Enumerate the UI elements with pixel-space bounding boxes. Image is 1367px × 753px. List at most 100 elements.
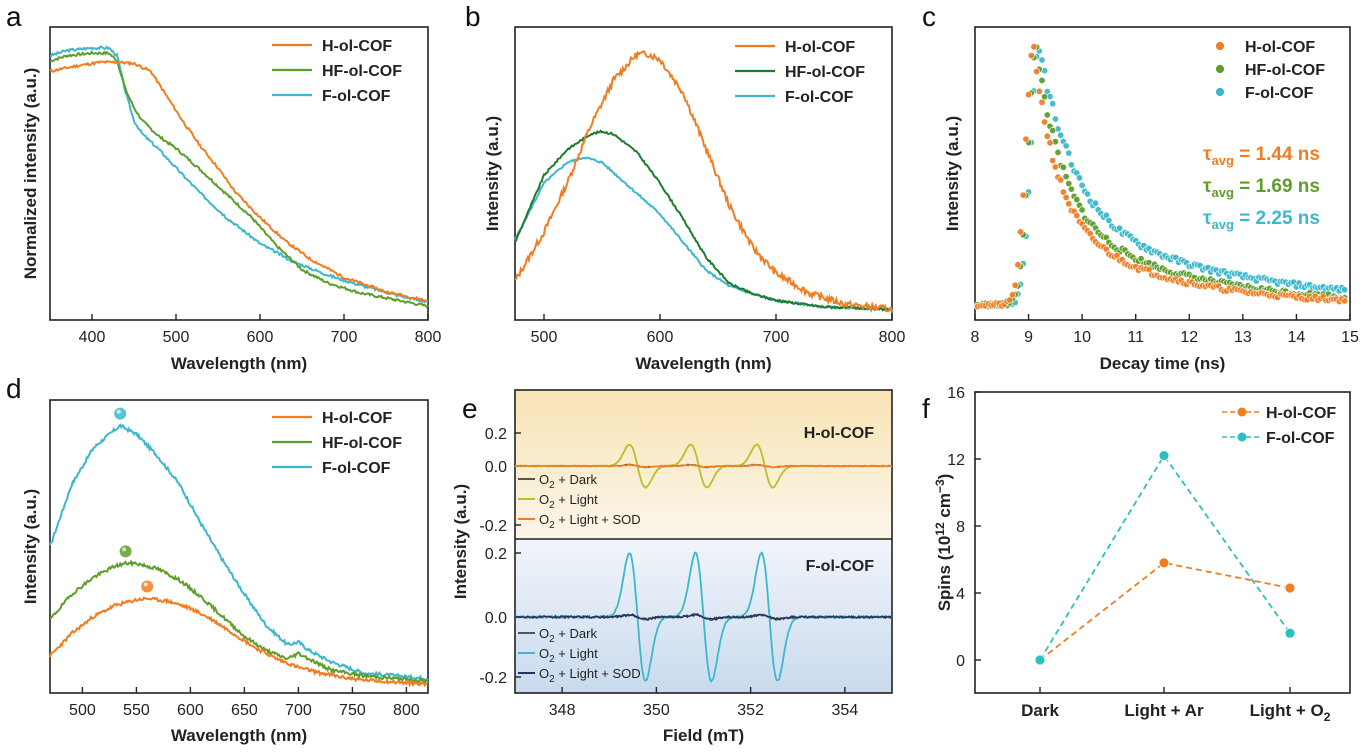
y-axis-title: Intensity (a.u.)	[483, 116, 502, 231]
legend-label: H-ol-COF	[1266, 405, 1336, 422]
category-label: Dark	[1021, 701, 1059, 720]
y-tick-label: 4	[956, 586, 965, 603]
panel-d: d 500 550 600 650 700 750 800 Wavelength (nm) Int…	[6, 373, 429, 745]
x-axis-title: Wavelength (nm)	[635, 354, 771, 373]
legend-marker	[1215, 64, 1225, 74]
data-point	[1014, 261, 1022, 269]
y-axis-title: Intensity (a.u.)	[21, 489, 40, 604]
series-line	[514, 129, 893, 312]
peak-marker	[113, 406, 128, 421]
y-axis-title: Intensity (a.u.)	[943, 116, 962, 231]
x-tick-label: 9	[1024, 329, 1033, 346]
legend-marker	[1237, 407, 1247, 417]
y-axis-title: Spins (1012 cm−3)	[933, 474, 954, 612]
legend-label: O2 + Light + SOD	[539, 512, 641, 531]
data-point	[1073, 196, 1081, 204]
x-tick-label: 500	[163, 329, 190, 346]
peak-marker-highlight	[116, 409, 121, 414]
x-axis-title: Decay time (ns)	[1100, 354, 1226, 373]
x-tick-label: 13	[1234, 329, 1252, 346]
data-point	[1084, 190, 1092, 198]
series-line	[1039, 453, 1291, 661]
peak-marker-highlight	[122, 547, 127, 552]
y-axis-title: Normalized intensity (a.u.)	[21, 68, 40, 280]
legend-label: F-ol-COF	[1266, 430, 1335, 447]
x-tick-label: 14	[1288, 329, 1306, 346]
legend-marker	[1215, 41, 1225, 51]
x-tick-label: 800	[393, 702, 420, 719]
data-point	[1062, 142, 1070, 150]
data-point	[1027, 52, 1035, 60]
data-point	[1034, 654, 1046, 666]
legend-label: HF-ol-COF	[322, 63, 402, 80]
series-line	[49, 45, 429, 303]
data-point	[1011, 281, 1019, 289]
data-point	[1073, 212, 1081, 220]
data-point	[1049, 157, 1057, 165]
series-line	[49, 50, 429, 309]
panel-a: a 400 500 600 700 800 Wavelength (nm) Normalize…	[6, 1, 441, 373]
data-point	[1057, 176, 1065, 184]
data-point	[1078, 206, 1086, 214]
x-tick-label: 348	[549, 702, 576, 719]
panel-label: c	[922, 1, 936, 32]
legend-label: HF-ol-COF	[1245, 62, 1325, 79]
legend-label: H-ol-COF	[322, 410, 392, 427]
data-point	[1043, 111, 1051, 119]
legend-label: H-ol-COF	[1245, 39, 1315, 56]
x-axis-title: Wavelength (nm)	[171, 354, 307, 373]
x-tick-label: 350	[643, 702, 670, 719]
y-tick-label: 0.2	[485, 426, 507, 443]
data-point	[1284, 627, 1296, 639]
data-point	[1030, 43, 1038, 51]
plot-frame	[974, 391, 1351, 694]
x-tick-label: 352	[737, 702, 764, 719]
x-tick-label: 700	[331, 329, 358, 346]
data-point	[1046, 139, 1054, 147]
category-label: Light + O2	[1250, 701, 1331, 724]
subplot-title: H-ol-COF	[804, 425, 874, 442]
panel-label: b	[465, 1, 481, 32]
legend-label: F-ol-COF	[785, 89, 854, 106]
data-point	[1035, 87, 1043, 95]
legend-label: HF-ol-COF	[785, 64, 865, 81]
y-tick-label: -0.2	[479, 518, 507, 535]
data-point	[1341, 297, 1349, 305]
legend-label: O2 + Light	[539, 492, 598, 511]
y-tick-label: -0.2	[479, 670, 507, 687]
x-tick-label: 800	[415, 329, 442, 346]
plot-frame	[49, 26, 429, 321]
data-point	[1049, 127, 1057, 135]
data-point	[1105, 216, 1113, 224]
legend-label: F-ol-COF	[322, 460, 391, 477]
y-tick-label: 8	[956, 519, 965, 536]
panel-label: f	[922, 393, 930, 424]
x-tick-label: 12	[1180, 329, 1198, 346]
legend-marker	[1215, 87, 1225, 97]
data-point	[1025, 91, 1033, 99]
data-point	[1038, 76, 1046, 84]
data-point	[1092, 199, 1100, 207]
panel-c: c 8 9 10 11 12 13 14 15 Decay time (ns) Intensity …	[922, 1, 1359, 373]
tau-annotation: τavg = 2.25 ns	[1203, 208, 1320, 232]
data-point	[1038, 98, 1046, 106]
data-point	[1016, 228, 1024, 236]
legend-label: H-ol-COF	[785, 39, 855, 56]
data-point	[1158, 557, 1170, 569]
legend-marker	[1237, 432, 1247, 442]
tau-annotation: τavg = 1.44 ns	[1203, 144, 1320, 168]
data-point	[1059, 163, 1067, 171]
x-tick-label: 600	[647, 329, 674, 346]
data-point	[1022, 135, 1030, 143]
x-tick-label: 10	[1073, 329, 1091, 346]
series-line	[50, 559, 429, 685]
x-axis-title: Wavelength (nm)	[171, 726, 307, 745]
sod-trace	[514, 613, 893, 622]
data-point	[1062, 194, 1070, 202]
peak-marker-highlight	[143, 582, 148, 587]
legend-label: F-ol-COF	[1245, 85, 1314, 102]
plot-frame	[49, 399, 429, 694]
tau-annotation: τavg = 1.69 ns	[1203, 176, 1320, 200]
